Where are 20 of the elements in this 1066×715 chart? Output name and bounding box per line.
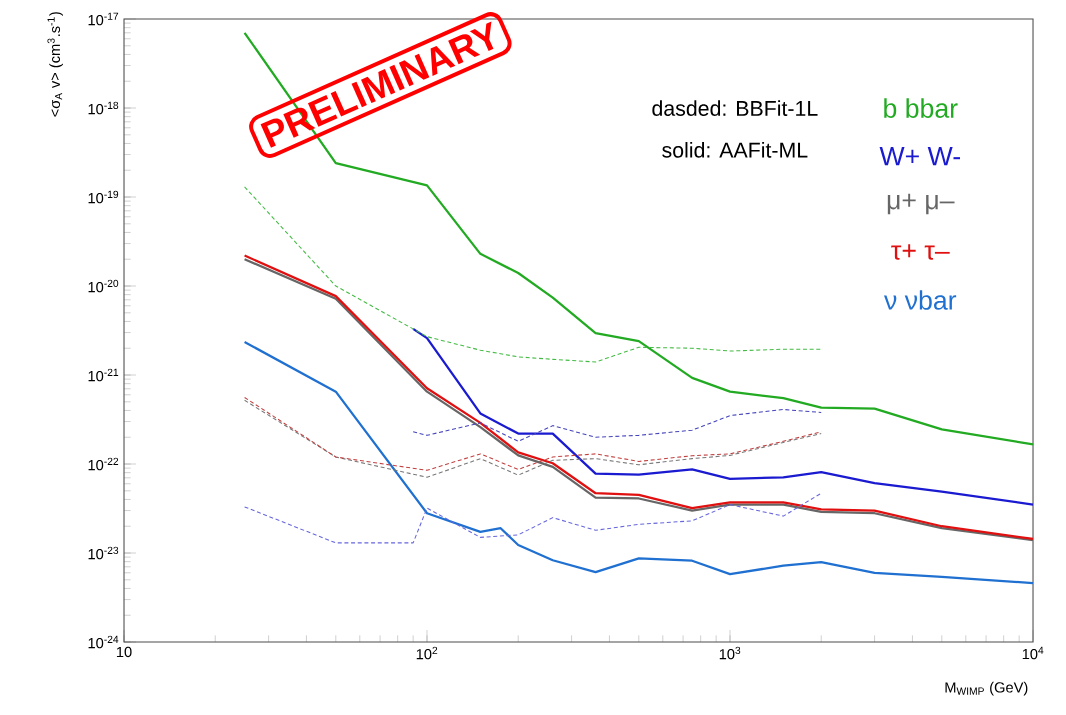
x-tick-label: 10$^{2}$ [416, 646, 438, 660]
x-tick-label: 10 [116, 646, 132, 658]
text: τ+ τ– [891, 244, 950, 260]
y-axis-title: <σ$_{A}$ v> (cm$^{3}$.s$^{-1}$) [47, 12, 63, 117]
x-axis-title: M$_{WIMP}$ (GeV) [945, 681, 1028, 696]
y-tick-label: 10$^{-23}$ [88, 546, 119, 560]
y-tick-label: 10$^{-17}$ [88, 12, 119, 26]
y-tick-label: 10$^{-18}$ [88, 101, 119, 115]
x-tick-label: 10$^{4}$ [1022, 646, 1044, 660]
y-tick-label: 10$^{-20}$ [88, 279, 119, 293]
y-tick-label: 10$^{-22}$ [88, 457, 119, 471]
text: ν νbar [884, 290, 957, 310]
y-tick-label: 10$^{-21}$ [88, 368, 119, 382]
y-tick-label: 10$^{-19}$ [88, 190, 119, 204]
x-tick-label: 10$^{3}$ [719, 646, 741, 660]
text: μ+ μ– [887, 193, 955, 215]
annotation: solid: AAFit-ML [662, 142, 808, 158]
text: W+ W- [879, 146, 960, 166]
annotation: dasded: BBFit-1L [652, 100, 818, 116]
text: b bbar [884, 98, 958, 118]
